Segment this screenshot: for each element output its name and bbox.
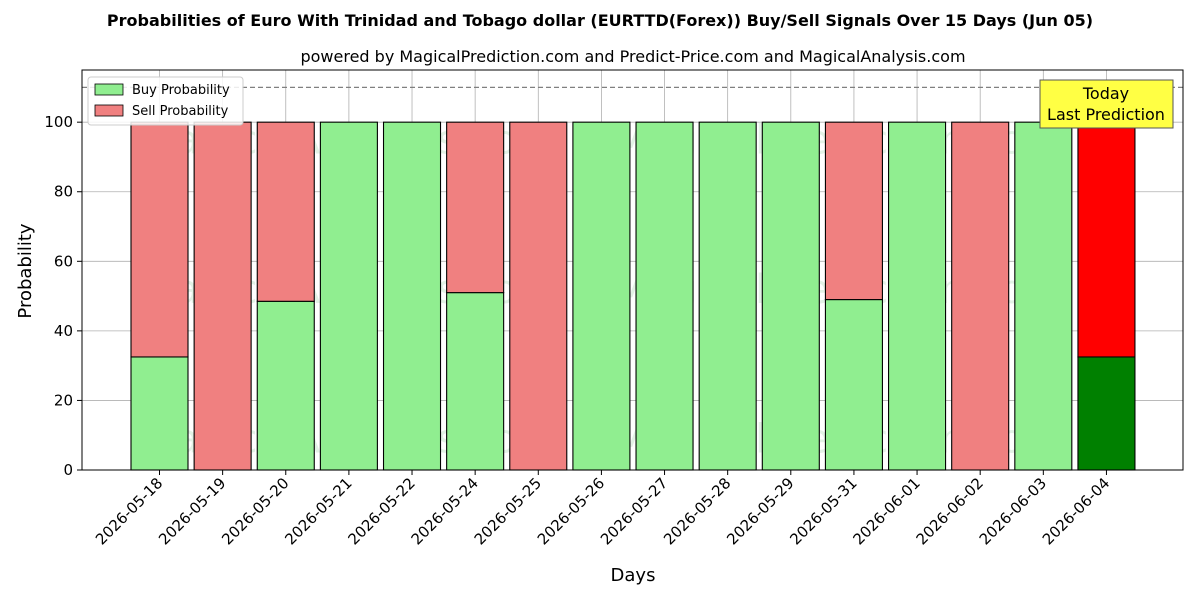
y-axis-label: Probability — [15, 223, 36, 318]
today-annotation-line1: Today — [1082, 84, 1129, 103]
legend-label-sell: Sell Probability — [132, 104, 229, 119]
bar-sell-2026-06-02 — [951, 121, 1010, 471]
bar-sell-2026-05-18 — [130, 121, 189, 358]
y-tick-label: 0 — [63, 461, 73, 479]
legend-frame — [87, 76, 244, 126]
bar-buy-2026-05-27 — [635, 121, 694, 471]
bar-buy-2026-06-01 — [888, 121, 947, 471]
bar-buy-2026-05-21 — [319, 121, 378, 471]
legend-swatch-buy — [94, 83, 124, 96]
bar-buy-2026-05-26 — [572, 121, 631, 471]
bars — [130, 121, 1136, 471]
plot-frame — [81, 69, 1184, 471]
x-tick-label: 2026-05-20 — [218, 474, 292, 548]
x-tick-label: 2026-05-29 — [723, 474, 797, 548]
y-tick-label: 80 — [54, 183, 73, 201]
bar-buy-2026-05-18 — [130, 356, 189, 471]
bar-buy-2026-05-31 — [824, 299, 883, 471]
bar-sell-2026-05-31 — [824, 121, 883, 301]
bar-buy-2026-05-24 — [446, 292, 505, 471]
legend: Buy Probability Sell Probability — [87, 76, 244, 126]
x-tick-label: 2026-05-28 — [660, 474, 734, 548]
bar-sell-2026-05-24 — [446, 121, 505, 294]
bar-sell-2026-05-25 — [509, 121, 568, 471]
y-tick-label: 100 — [44, 113, 73, 131]
today-annotation: Today Last Prediction — [1039, 79, 1174, 129]
x-tick-label: 2026-05-31 — [786, 474, 860, 548]
x-tick-label: 2026-06-03 — [976, 474, 1050, 548]
x-tick-label: 2026-05-27 — [597, 474, 671, 548]
x-tick-label: 2026-05-22 — [344, 474, 418, 548]
y-tick-label: 20 — [54, 391, 73, 409]
x-tick-label: 2026-06-02 — [913, 474, 987, 548]
x-tick-label: 2026-06-01 — [850, 474, 924, 548]
x-tick-label: 2026-06-04 — [1039, 474, 1113, 548]
bar-buy-2026-05-22 — [382, 121, 442, 471]
today-annotation-line2: Last Prediction — [1047, 105, 1165, 124]
x-tick-label: 2026-05-25 — [471, 474, 545, 548]
bar-buy-2026-05-20 — [256, 300, 315, 471]
legend-swatch-sell — [94, 104, 124, 117]
x-tick-label: 2026-05-26 — [534, 474, 608, 548]
x-tick-label: 2026-05-18 — [92, 474, 166, 548]
x-axis-label: Days — [611, 565, 656, 586]
x-tick-label: 2026-05-24 — [408, 474, 482, 548]
bar-buy-2026-06-03 — [1014, 121, 1073, 471]
x-tick-label: 2026-05-21 — [281, 474, 355, 548]
bar-buy-2026-05-29 — [761, 121, 820, 471]
bar-sell-2026-05-19 — [193, 121, 252, 471]
bar-sell-2026-05-20 — [256, 121, 315, 302]
today-annotation-box — [1039, 79, 1174, 129]
y-tick-label: 60 — [54, 252, 73, 270]
chart-title: Probabilities of Euro With Trinidad and … — [107, 11, 1093, 30]
bar-buy-2026-05-28 — [698, 121, 757, 471]
y-tick-label: 40 — [54, 322, 73, 340]
bar-buy-2026-06-04 — [1077, 356, 1136, 471]
legend-label-buy: Buy Probability — [132, 83, 230, 98]
bar-sell-2026-06-04 — [1077, 121, 1136, 358]
chart-subtitle: powered by MagicalPrediction.com and Pre… — [300, 47, 965, 66]
x-tick-label: 2026-05-19 — [155, 474, 229, 548]
